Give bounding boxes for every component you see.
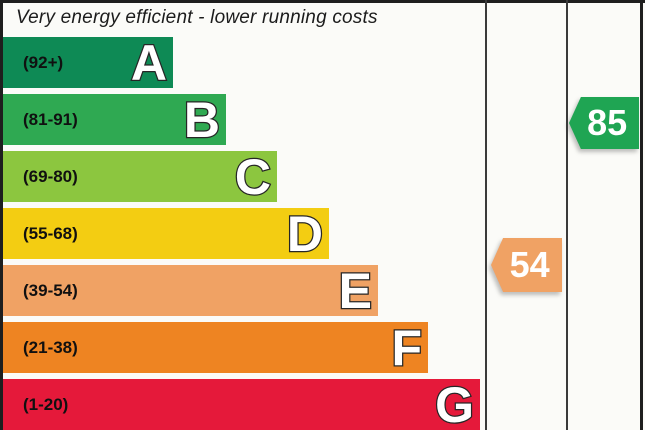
band-c-grade-letter: C bbox=[234, 148, 273, 205]
band-a-grade-letter: A bbox=[130, 34, 169, 91]
potential-rating-arrow: 85 bbox=[569, 97, 639, 149]
potential-rating-arrow-shape: 85 bbox=[569, 97, 639, 149]
band-g: (1-20) G bbox=[3, 376, 480, 430]
band-e: (39-54) E bbox=[3, 262, 378, 319]
band-f: (21-38) F bbox=[3, 319, 428, 376]
band-c: (69-80) C bbox=[3, 148, 277, 205]
current-rating-value: 54 bbox=[509, 244, 550, 285]
chart-top-border bbox=[0, 0, 645, 3]
band-g-range-label: (1-20) bbox=[23, 394, 69, 414]
band-a: (92+) A bbox=[3, 34, 173, 91]
chart-left-border bbox=[0, 0, 3, 430]
band-f-grade-letter: F bbox=[390, 319, 423, 376]
chart-right-border bbox=[640, 0, 643, 430]
band-g-grade-letter: G bbox=[434, 376, 475, 430]
band-c-range-label: (69-80) bbox=[23, 166, 78, 186]
band-b-range-label: (81-91) bbox=[23, 109, 78, 129]
current-rating-arrow: 54 bbox=[491, 238, 562, 292]
band-e-grade-letter: E bbox=[337, 262, 373, 319]
band-b: (81-91) B bbox=[3, 91, 226, 148]
band-d-grade-letter: D bbox=[286, 205, 325, 262]
potential-column-divider bbox=[566, 0, 568, 430]
current-rating-arrow-shape: 54 bbox=[491, 238, 562, 292]
chart-title: Very energy efficient - lower running co… bbox=[16, 7, 378, 28]
band-b-grade-letter: B bbox=[183, 91, 222, 148]
band-d: (55-68) D bbox=[3, 205, 329, 262]
band-a-range-label: (92+) bbox=[23, 52, 64, 72]
band-d-range-label: (55-68) bbox=[23, 223, 78, 243]
band-f-range-label: (21-38) bbox=[23, 337, 78, 357]
potential-rating-value: 85 bbox=[587, 102, 628, 143]
current-column-divider bbox=[485, 0, 487, 430]
band-e-range-label: (39-54) bbox=[23, 280, 78, 300]
